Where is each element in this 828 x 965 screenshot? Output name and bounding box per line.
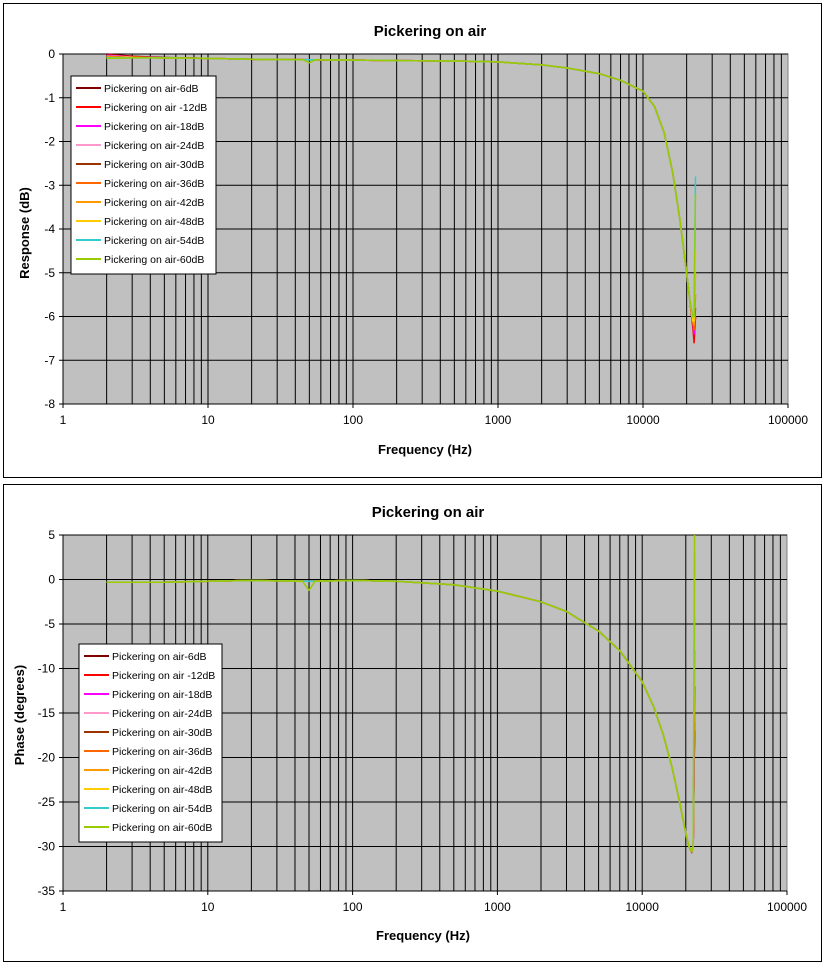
legend: Pickering on air-6dB Pickering on air -12… — [70, 75, 217, 275]
y-tick-label: -5 — [44, 266, 55, 280]
y-tick-label: -30 — [38, 840, 56, 854]
legend-label: Pickering on air-24dB — [104, 140, 204, 152]
chart-title: Pickering on air — [372, 504, 485, 521]
x-tick-label: 10 — [201, 413, 215, 427]
legend-label: Pickering on air-54dB — [112, 803, 212, 815]
x-tick-label: 10 — [201, 900, 215, 914]
legend-label: Pickering on air -12dB — [104, 102, 207, 114]
x-tick-label: 100000 — [767, 900, 807, 914]
y-tick-label: -25 — [38, 795, 56, 809]
y-tick-label: 0 — [48, 573, 55, 587]
x-axis-label: Frequency (Hz) — [378, 442, 472, 457]
legend-label: Pickering on air-42dB — [104, 197, 204, 209]
legend-label: Pickering on air-48dB — [112, 784, 212, 796]
legend-label: Pickering on air-60dB — [104, 254, 204, 266]
legend-label: Pickering on air-6dB — [104, 83, 199, 95]
x-tick-label: 1000 — [485, 413, 512, 427]
legend-label: Pickering on air-42dB — [112, 765, 212, 777]
series-line — [106, 57, 697, 318]
legend-label: Pickering on air-54dB — [104, 235, 204, 247]
y-tick-label: -10 — [38, 662, 56, 676]
response-chart: Pickering on air Frequency (Hz) Response… — [17, 23, 808, 457]
y-tick-label: -7 — [44, 353, 55, 367]
y-tick-label: 5 — [48, 528, 55, 542]
phase-chart: Pickering on air Frequency (Hz) Phase (d… — [12, 504, 807, 943]
legend-label: Pickering on air -12dB — [112, 670, 215, 682]
response-chart-panel: Pickering on air Frequency (Hz) Response… — [3, 3, 822, 478]
legend-label: Pickering on air-18dB — [112, 689, 212, 701]
phase-chart-panel: Pickering on air Frequency (Hz) Phase (d… — [3, 484, 822, 962]
x-tick-label: 1000 — [484, 900, 511, 914]
y-axis-label: Response (dB) — [17, 187, 32, 279]
y-axis-label: Phase (degrees) — [12, 665, 27, 765]
legend-label: Pickering on air-60dB — [112, 822, 212, 834]
y-tick-label: -35 — [38, 884, 56, 898]
y-tick-label: -8 — [44, 397, 55, 411]
x-tick-label: 100 — [343, 413, 363, 427]
x-tick-label: 10000 — [626, 413, 660, 427]
y-tick-label: -6 — [44, 310, 55, 324]
legend-label: Pickering on air-30dB — [112, 727, 212, 739]
legend-label: Pickering on air-36dB — [104, 178, 204, 190]
y-tick-label: -1 — [44, 91, 55, 105]
x-tick-label: 100000 — [768, 413, 808, 427]
y-tick-label: -5 — [44, 617, 55, 631]
legend-label: Pickering on air-30dB — [104, 159, 204, 171]
x-tick-label: 10000 — [626, 900, 660, 914]
y-tick-label: -15 — [38, 706, 56, 720]
legend-label: Pickering on air-18dB — [104, 121, 204, 133]
legend-label: Pickering on air-24dB — [112, 708, 212, 720]
legend-label: Pickering on air-6dB — [112, 651, 207, 663]
y-tick-label: -4 — [44, 222, 55, 236]
chart-title: Pickering on air — [374, 23, 487, 40]
x-tick-label: 1 — [60, 900, 67, 914]
y-tick-label: -3 — [44, 178, 55, 192]
y-tick-label: -2 — [44, 135, 55, 149]
y-tick-label: 0 — [48, 47, 55, 61]
x-tick-label: 1 — [60, 413, 67, 427]
legend-label: Pickering on air-48dB — [104, 216, 204, 228]
legend-label: Pickering on air-36dB — [112, 746, 212, 758]
x-tick-label: 100 — [343, 900, 363, 914]
x-axis-label: Frequency (Hz) — [376, 928, 470, 943]
y-tick-label: -20 — [38, 751, 56, 765]
legend: Pickering on air-6dB Pickering on air -12… — [78, 643, 223, 843]
series-line — [106, 534, 696, 853]
